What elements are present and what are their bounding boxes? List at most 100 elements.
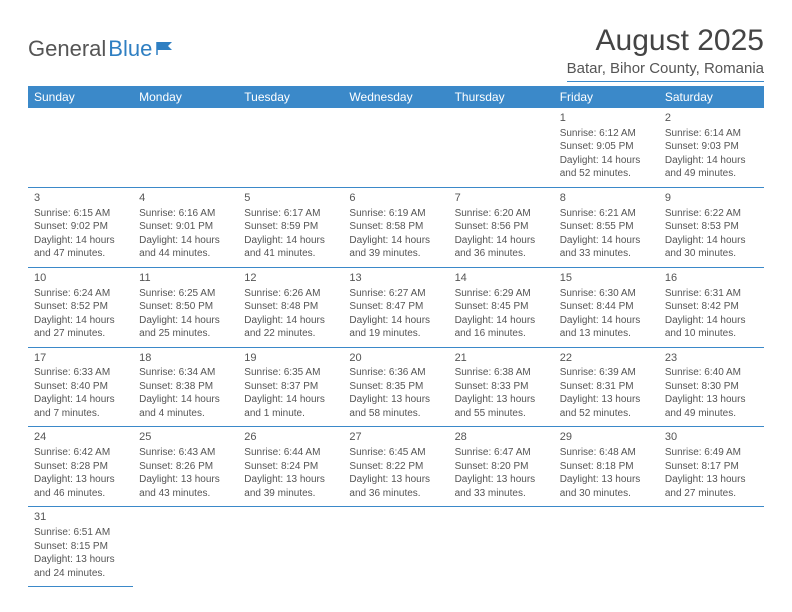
weekday-header: Thursday [449,86,554,108]
calendar-week-row: 1Sunrise: 6:12 AMSunset: 9:05 PMDaylight… [28,108,764,187]
calendar-day-cell: 12Sunrise: 6:26 AMSunset: 8:48 PMDayligh… [238,267,343,347]
daylight-text: Daylight: 14 hours and 22 minutes. [244,314,337,341]
sunset-text: Sunset: 8:37 PM [244,380,337,394]
calendar-day-cell: 4Sunrise: 6:16 AMSunset: 9:01 PMDaylight… [133,187,238,267]
sunset-text: Sunset: 8:28 PM [34,460,127,474]
day-number: 8 [560,191,653,206]
daylight-text: Daylight: 14 hours and 52 minutes. [560,154,653,181]
sunrise-text: Sunrise: 6:15 AM [34,207,127,221]
sunrise-text: Sunrise: 6:34 AM [139,366,232,380]
header: General Blue August 2025 Batar, Bihor Co… [28,24,764,82]
daylight-text: Daylight: 13 hours and 27 minutes. [665,473,758,500]
calendar-day-cell: 8Sunrise: 6:21 AMSunset: 8:55 PMDaylight… [554,187,659,267]
sunrise-text: Sunrise: 6:27 AM [349,287,442,301]
daylight-text: Daylight: 14 hours and 33 minutes. [560,234,653,261]
calendar-day-cell: 14Sunrise: 6:29 AMSunset: 8:45 PMDayligh… [449,267,554,347]
day-number: 1 [560,111,653,126]
sunset-text: Sunset: 8:59 PM [244,220,337,234]
calendar-day-cell: 13Sunrise: 6:27 AMSunset: 8:47 PMDayligh… [343,267,448,347]
sunset-text: Sunset: 8:24 PM [244,460,337,474]
calendar-day-cell: 18Sunrise: 6:34 AMSunset: 8:38 PMDayligh… [133,347,238,427]
calendar-day-cell [554,507,659,587]
sunrise-text: Sunrise: 6:43 AM [139,446,232,460]
daylight-text: Daylight: 14 hours and 49 minutes. [665,154,758,181]
day-number: 6 [349,191,442,206]
day-number: 30 [665,430,758,445]
calendar-day-cell: 27Sunrise: 6:45 AMSunset: 8:22 PMDayligh… [343,427,448,507]
daylight-text: Daylight: 14 hours and 36 minutes. [455,234,548,261]
sunrise-text: Sunrise: 6:19 AM [349,207,442,221]
sunset-text: Sunset: 9:05 PM [560,140,653,154]
day-number: 20 [349,351,442,366]
calendar-day-cell: 11Sunrise: 6:25 AMSunset: 8:50 PMDayligh… [133,267,238,347]
sunrise-text: Sunrise: 6:16 AM [139,207,232,221]
calendar-day-cell: 3Sunrise: 6:15 AMSunset: 9:02 PMDaylight… [28,187,133,267]
day-number: 7 [455,191,548,206]
calendar-day-cell [343,507,448,587]
day-number: 22 [560,351,653,366]
calendar-week-row: 17Sunrise: 6:33 AMSunset: 8:40 PMDayligh… [28,347,764,427]
calendar-day-cell: 31Sunrise: 6:51 AMSunset: 8:15 PMDayligh… [28,507,133,587]
day-number: 29 [560,430,653,445]
weekday-header: Monday [133,86,238,108]
day-number: 19 [244,351,337,366]
sunrise-text: Sunrise: 6:51 AM [34,526,127,540]
sunrise-text: Sunrise: 6:40 AM [665,366,758,380]
sunset-text: Sunset: 8:20 PM [455,460,548,474]
weekday-header: Saturday [659,86,764,108]
calendar-day-cell: 24Sunrise: 6:42 AMSunset: 8:28 PMDayligh… [28,427,133,507]
daylight-text: Daylight: 14 hours and 19 minutes. [349,314,442,341]
calendar-day-cell [449,108,554,187]
daylight-text: Daylight: 13 hours and 24 minutes. [34,553,127,580]
day-number: 12 [244,271,337,286]
daylight-text: Daylight: 14 hours and 39 minutes. [349,234,442,261]
calendar-day-cell: 15Sunrise: 6:30 AMSunset: 8:44 PMDayligh… [554,267,659,347]
day-number: 9 [665,191,758,206]
day-number: 18 [139,351,232,366]
sunset-text: Sunset: 8:53 PM [665,220,758,234]
day-number: 23 [665,351,758,366]
daylight-text: Daylight: 13 hours and 46 minutes. [34,473,127,500]
daylight-text: Daylight: 13 hours and 43 minutes. [139,473,232,500]
calendar-day-cell: 21Sunrise: 6:38 AMSunset: 8:33 PMDayligh… [449,347,554,427]
day-number: 2 [665,111,758,126]
daylight-text: Daylight: 14 hours and 25 minutes. [139,314,232,341]
daylight-text: Daylight: 13 hours and 49 minutes. [665,393,758,420]
calendar-week-row: 10Sunrise: 6:24 AMSunset: 8:52 PMDayligh… [28,267,764,347]
sunrise-text: Sunrise: 6:24 AM [34,287,127,301]
sunrise-text: Sunrise: 6:35 AM [244,366,337,380]
day-number: 24 [34,430,127,445]
sunrise-text: Sunrise: 6:47 AM [455,446,548,460]
sunset-text: Sunset: 8:35 PM [349,380,442,394]
daylight-text: Daylight: 14 hours and 10 minutes. [665,314,758,341]
sunrise-text: Sunrise: 6:36 AM [349,366,442,380]
daylight-text: Daylight: 13 hours and 55 minutes. [455,393,548,420]
day-number: 15 [560,271,653,286]
calendar-day-cell [133,507,238,587]
sunrise-text: Sunrise: 6:25 AM [139,287,232,301]
calendar-day-cell: 19Sunrise: 6:35 AMSunset: 8:37 PMDayligh… [238,347,343,427]
day-number: 26 [244,430,337,445]
weekday-header: Tuesday [238,86,343,108]
sunset-text: Sunset: 9:02 PM [34,220,127,234]
sunrise-text: Sunrise: 6:45 AM [349,446,442,460]
calendar-day-cell: 16Sunrise: 6:31 AMSunset: 8:42 PMDayligh… [659,267,764,347]
calendar-day-cell: 9Sunrise: 6:22 AMSunset: 8:53 PMDaylight… [659,187,764,267]
sunrise-text: Sunrise: 6:17 AM [244,207,337,221]
day-number: 4 [139,191,232,206]
calendar-day-cell: 29Sunrise: 6:48 AMSunset: 8:18 PMDayligh… [554,427,659,507]
calendar-day-cell: 5Sunrise: 6:17 AMSunset: 8:59 PMDaylight… [238,187,343,267]
sunset-text: Sunset: 8:47 PM [349,300,442,314]
calendar-day-cell: 26Sunrise: 6:44 AMSunset: 8:24 PMDayligh… [238,427,343,507]
calendar-day-cell: 20Sunrise: 6:36 AMSunset: 8:35 PMDayligh… [343,347,448,427]
sunrise-text: Sunrise: 6:30 AM [560,287,653,301]
sunset-text: Sunset: 8:56 PM [455,220,548,234]
day-number: 13 [349,271,442,286]
calendar-day-cell: 10Sunrise: 6:24 AMSunset: 8:52 PMDayligh… [28,267,133,347]
daylight-text: Daylight: 13 hours and 30 minutes. [560,473,653,500]
calendar-day-cell: 23Sunrise: 6:40 AMSunset: 8:30 PMDayligh… [659,347,764,427]
calendar-day-cell: 28Sunrise: 6:47 AMSunset: 8:20 PMDayligh… [449,427,554,507]
sunrise-text: Sunrise: 6:38 AM [455,366,548,380]
calendar-day-cell: 7Sunrise: 6:20 AMSunset: 8:56 PMDaylight… [449,187,554,267]
calendar-week-row: 24Sunrise: 6:42 AMSunset: 8:28 PMDayligh… [28,427,764,507]
